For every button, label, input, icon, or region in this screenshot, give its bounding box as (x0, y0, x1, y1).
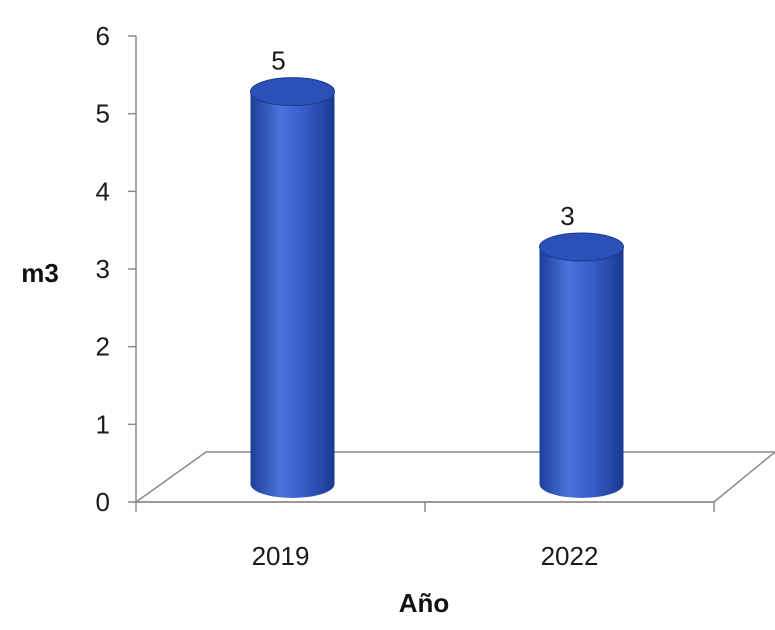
floor-plane (133, 451, 775, 503)
bar-top (250, 77, 335, 107)
x-tick-label: 2019 (252, 541, 310, 571)
bar-body (250, 91, 335, 499)
y-ticks: 0 1 2 3 4 5 6 (96, 21, 136, 517)
data-label: 3 (560, 201, 574, 231)
y-tick-label: 2 (96, 332, 110, 362)
bar-body (539, 247, 624, 499)
y-tick-label: 6 (96, 21, 110, 51)
y-axis-title: m3 (21, 258, 59, 288)
y-tick-label: 0 (96, 487, 110, 517)
y-tick-label: 5 (96, 99, 110, 129)
bars: 53 (250, 46, 624, 499)
x-tick-label: 2022 (541, 541, 599, 571)
x-ticks: 2019 2022 (135, 502, 715, 571)
y-tick-label: 3 (96, 254, 110, 284)
bar-2022: 3 (539, 201, 624, 499)
x-axis-title: Año (399, 588, 450, 618)
y-tick-label: 1 (96, 409, 110, 439)
bar-2019: 5 (250, 46, 335, 499)
data-label: 5 (271, 46, 285, 76)
bar-top (539, 232, 624, 262)
y-tick-label: 4 (96, 176, 110, 206)
